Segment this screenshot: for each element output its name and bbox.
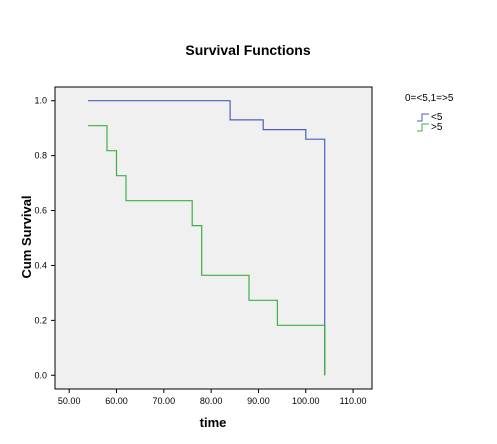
y-tick-label: 0.2 bbox=[34, 315, 47, 325]
series-line-lt5 bbox=[88, 100, 326, 376]
legend-swatch bbox=[417, 113, 429, 122]
y-tick-label: 0.6 bbox=[34, 206, 47, 216]
y-tick-label: 0.8 bbox=[34, 151, 47, 161]
y-tick-label: 1.0 bbox=[34, 96, 47, 106]
legend-title: 0=<5,1=>5 bbox=[405, 93, 454, 104]
x-tick-label: 70.00 bbox=[153, 396, 176, 406]
plot-area bbox=[54, 86, 373, 390]
legend: 0=<5,1=>5 <5>5 bbox=[405, 93, 454, 133]
legend-label: <5 bbox=[431, 112, 443, 123]
chart-title: Survival Functions bbox=[185, 42, 310, 58]
x-tick-label: 80.00 bbox=[200, 396, 223, 406]
legend-label: >5 bbox=[431, 122, 443, 133]
x-tick-label: 110.00 bbox=[340, 396, 367, 406]
x-tick-label: 50.00 bbox=[58, 396, 81, 406]
x-tick-label: 90.00 bbox=[247, 396, 270, 406]
legend-swatch bbox=[417, 123, 429, 132]
x-axis-title: time bbox=[200, 415, 227, 430]
x-tick-label: 60.00 bbox=[105, 396, 128, 406]
y-tick-label: 0.4 bbox=[34, 260, 47, 270]
series-line-gt5 bbox=[88, 125, 326, 376]
series-lines bbox=[88, 100, 326, 376]
y-axis: 0.0 0.2 0.4 0.6 0.8 1.0 bbox=[34, 96, 55, 380]
y-tick-label: 0.0 bbox=[34, 370, 47, 380]
x-axis: 50.00 60.00 70.00 80.00 90.00 100.00 110.00 bbox=[58, 389, 367, 406]
y-axis-title: Cum Survival bbox=[19, 195, 34, 278]
x-tick-label: 100.00 bbox=[292, 396, 320, 406]
